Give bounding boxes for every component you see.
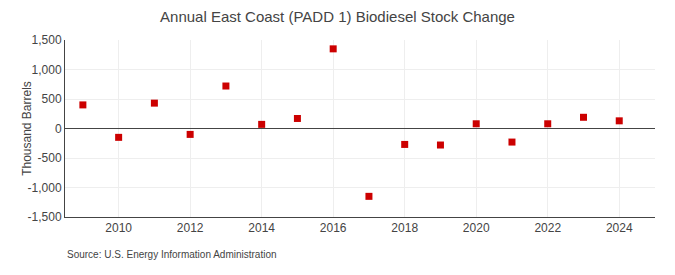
svg-text:2022: 2022 (534, 221, 561, 235)
svg-text:-1,500: -1,500 (28, 210, 62, 224)
svg-text:-500: -500 (38, 151, 62, 165)
svg-text:2024: 2024 (606, 221, 633, 235)
svg-text:-1,000: -1,000 (28, 181, 62, 195)
svg-text:Thousand Barrels: Thousand Barrels (20, 81, 34, 176)
svg-text:2014: 2014 (248, 221, 275, 235)
svg-text:0: 0 (55, 122, 62, 136)
svg-text:2016: 2016 (320, 221, 347, 235)
svg-text:2010: 2010 (105, 221, 132, 235)
svg-text:2020: 2020 (463, 221, 490, 235)
svg-text:2018: 2018 (391, 221, 418, 235)
svg-text:1,000: 1,000 (32, 63, 62, 77)
svg-text:1,500: 1,500 (32, 33, 62, 47)
svg-text:Annual East Coast (PADD 1) Bio: Annual East Coast (PADD 1) Biodiesel Sto… (160, 8, 515, 25)
svg-text:2012: 2012 (177, 221, 204, 235)
svg-text:Source: U.S. Energy Informatio: Source: U.S. Energy Information Administ… (67, 249, 277, 260)
svg-text:500: 500 (42, 92, 62, 106)
